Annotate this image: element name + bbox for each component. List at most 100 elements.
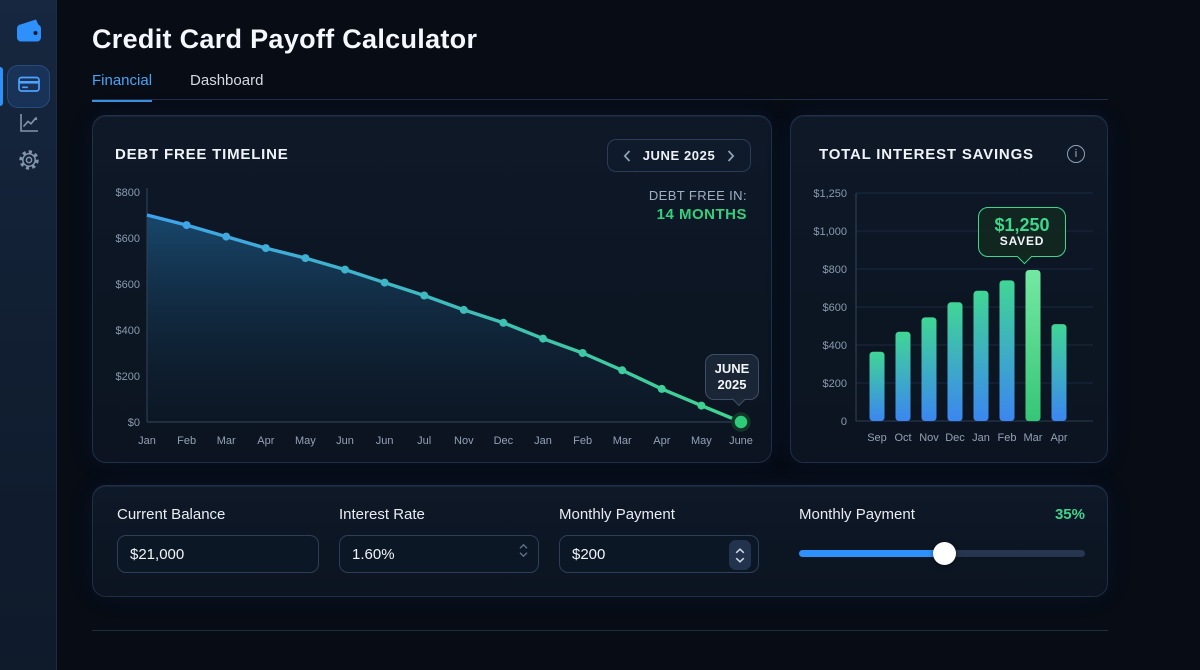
debt-free-timeline-panel: DEBT FREE TIMELINE JUNE 2025 DEBT FREE I… (92, 115, 772, 463)
interest-rate-value: 1.60% (352, 545, 395, 563)
x-tick-label: Apr (257, 435, 274, 447)
area-fill (147, 215, 741, 422)
current-balance-input[interactable]: $21,000 (117, 535, 319, 573)
data-point (539, 334, 547, 343)
interest-rate-stepper[interactable] (519, 544, 528, 557)
month-selector-label: JUNE 2025 (642, 148, 716, 163)
y-tick-label: $200 (823, 378, 847, 390)
x-tick-label: Jun (376, 435, 394, 447)
interest-rate-field: Interest Rate 1.60% (339, 486, 539, 598)
x-tick-label: Feb (573, 435, 592, 447)
data-point (261, 244, 270, 253)
chevron-left-icon[interactable] (620, 149, 634, 163)
x-tick-label: June (729, 435, 753, 447)
sidebar-item-cards[interactable] (7, 65, 50, 108)
credit-card-icon (17, 74, 41, 99)
payment-slider-fill (799, 550, 944, 557)
info-glyph: i (1074, 148, 1078, 160)
bar (1051, 324, 1067, 421)
x-tick-label: Jul (417, 435, 431, 447)
tab-financial[interactable]: Financial (92, 72, 153, 102)
debt-line (146, 213, 742, 424)
data-point (420, 291, 429, 300)
settings-gear-icon (16, 147, 42, 178)
x-tick-label: May (295, 435, 316, 447)
data-point (182, 221, 191, 230)
y-tick-label: $1,000 (813, 226, 847, 238)
active-nav-indicator (0, 67, 3, 106)
x-tick-label: Jun (336, 435, 354, 447)
tooltip-line1: JUNE (714, 360, 750, 376)
wallet-icon[interactable] (13, 16, 45, 46)
bar (895, 331, 911, 421)
y-tick-label: $600 (823, 302, 847, 314)
payment-slider-percent: 35% (1054, 506, 1085, 523)
monthly-payment-value: $200 (572, 545, 606, 563)
page-title: Credit Card Payoff Calculator (92, 24, 478, 54)
x-tick-label: Jan (972, 432, 990, 444)
sidebar-item-settings[interactable] (14, 148, 43, 177)
debt-free-summary: DEBT FREE IN: 14 MONTHS (649, 188, 747, 223)
month-selector[interactable]: JUNE 2025 (607, 139, 751, 172)
y-tick-label: $1,250 (813, 188, 847, 200)
data-point (222, 232, 231, 241)
data-point (301, 254, 310, 263)
y-tick-label: 0 (841, 416, 847, 428)
sidebar-item-analytics[interactable] (14, 111, 43, 140)
y-tick-label: $400 (116, 325, 140, 337)
callout-amount: $1,250 (994, 214, 1050, 235)
chevron-down-icon (519, 552, 528, 557)
info-icon[interactable]: i (1067, 145, 1085, 163)
tooltip-line2: 2025 (717, 377, 747, 392)
payment-slider-field: Monthly Payment 35% (799, 486, 1085, 598)
data-point (618, 366, 627, 375)
monthly-payment-stepper[interactable] (729, 540, 751, 570)
data-point (697, 401, 706, 410)
x-tick-label: Apr (1050, 432, 1067, 444)
x-tick-label: Nov (454, 435, 474, 447)
data-point (578, 349, 587, 357)
tab-bar: Financial Dashboard (92, 72, 263, 102)
header-divider (92, 99, 1108, 100)
debt-free-value: 14 MONTHS (656, 206, 747, 223)
x-tick-label: Jan (138, 435, 156, 447)
line-chart-icon (17, 111, 41, 140)
bar (973, 290, 989, 421)
interest-rate-input[interactable]: 1.60% (339, 535, 539, 573)
tab-dashboard[interactable]: Dashboard (190, 72, 264, 89)
y-tick-label: $600 (116, 233, 140, 245)
monthly-payment-input[interactable]: $200 (559, 535, 759, 573)
chevron-up-icon (735, 547, 745, 553)
interest-rate-label: Interest Rate (339, 506, 425, 523)
y-tick-label: $800 (823, 264, 847, 276)
x-tick-label: Apr (653, 435, 670, 447)
payment-slider-thumb[interactable] (933, 542, 956, 565)
x-tick-label: Feb (177, 435, 196, 447)
x-tick-label: Oct (894, 432, 911, 444)
payment-slider-track[interactable] (799, 542, 1085, 565)
data-point (380, 278, 389, 287)
y-tick-label: $0 (128, 417, 140, 429)
endpoint-marker (731, 412, 751, 432)
monthly-payment-field: Monthly Payment $200 (559, 486, 759, 598)
chevron-down-icon (735, 557, 745, 563)
y-tick-label: $400 (823, 340, 847, 352)
data-point (657, 384, 666, 393)
data-point (459, 305, 468, 314)
x-tick-label: Dec (494, 435, 514, 447)
savings-callout: $1,250 SAVED (978, 207, 1066, 257)
x-tick-label: Mar (1024, 432, 1043, 444)
savings-bar-chart: $1,250 $1,000 $800 $600 $400 $200 0 Sep Oct Nov De… (813, 188, 1093, 444)
chevron-right-icon[interactable] (724, 149, 738, 163)
bar (921, 317, 937, 421)
current-balance-value: $21,000 (130, 545, 185, 563)
inputs-panel: Current Balance $21,000 Interest Rate 1.… (92, 485, 1108, 597)
chart-tooltip: JUNE 2025 (705, 354, 759, 400)
interest-savings-panel: TOTAL INTEREST SAVINGS i $1,250 $1,000 $80… (790, 115, 1108, 463)
x-tick-label: Feb (998, 432, 1017, 444)
current-balance-field: Current Balance $21,000 (117, 486, 319, 598)
x-tick-label: Dec (945, 432, 965, 444)
bar (947, 302, 963, 422)
data-point (499, 318, 508, 327)
